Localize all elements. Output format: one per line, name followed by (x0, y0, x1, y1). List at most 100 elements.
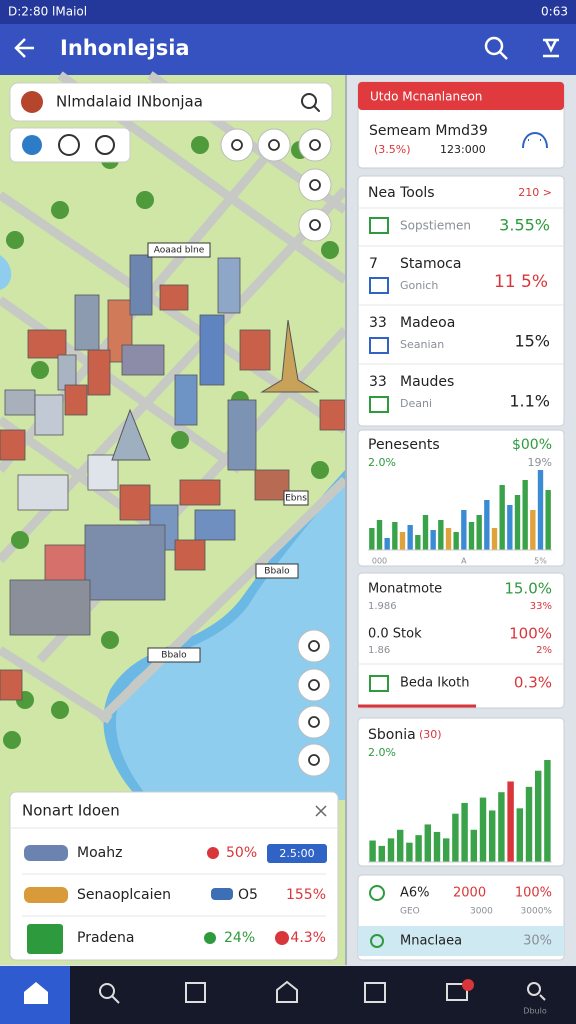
bar (516, 808, 524, 862)
chart-headline: $00% (512, 437, 552, 453)
tree (51, 201, 69, 219)
building (319, 399, 346, 431)
row-name[interactable]: Pradena (77, 930, 134, 946)
nav-tab[interactable] (364, 982, 386, 1003)
map-button[interactable] (257, 128, 291, 162)
app-bar (0, 24, 576, 75)
map-label-bg (147, 647, 201, 663)
row-icon (369, 675, 389, 692)
map[interactable]: Aoaad blne Ebns Bbalo Bbalo (0, 71, 349, 965)
map-button[interactable] (298, 208, 332, 242)
map-button[interactable] (297, 743, 331, 777)
nav-tab[interactable] (446, 983, 468, 1001)
search-icon (21, 91, 43, 113)
chart-note: 2.0% (368, 746, 396, 759)
tool-name[interactable]: Maudes (400, 374, 454, 390)
badge-text: 2.5:00 (279, 847, 314, 860)
summary-e: 3000 (470, 907, 493, 917)
building (17, 474, 69, 511)
bar (476, 515, 482, 550)
map-button[interactable] (220, 128, 254, 162)
map-label-bg (283, 490, 309, 506)
row-icon (369, 337, 389, 354)
bar (461, 802, 468, 862)
layer-icon[interactable] (95, 135, 115, 155)
row-name[interactable]: Senaoplcaien (77, 887, 171, 903)
map-label-bg (255, 563, 299, 579)
search-button[interactable] (484, 36, 508, 60)
search-box[interactable] (9, 82, 333, 122)
tree (136, 191, 154, 209)
building (174, 374, 198, 426)
building (0, 429, 26, 461)
nav-badge (462, 979, 474, 991)
bar (369, 840, 376, 862)
nav-search[interactable] (99, 983, 120, 1004)
building (227, 399, 257, 471)
bar (392, 522, 398, 550)
bar (498, 792, 505, 862)
app-title: Inhonlejsia (60, 36, 190, 60)
building (27, 329, 67, 359)
layer-icon[interactable] (58, 134, 80, 156)
stat-name: Beda Ikoth (400, 676, 469, 691)
map-label: Bbalo (161, 651, 187, 661)
close-button[interactable] (315, 805, 327, 817)
map-button-icon (309, 139, 321, 151)
tool-name[interactable]: Stamoca (400, 256, 461, 272)
back-button[interactable] (14, 38, 34, 58)
map-button[interactable] (298, 168, 332, 202)
menu-button[interactable] (543, 38, 559, 58)
building (84, 524, 166, 601)
stat-value: 100% (509, 625, 552, 643)
search-magnifier[interactable] (301, 93, 320, 112)
map-button[interactable] (297, 629, 331, 663)
summary-d: GEO (400, 907, 420, 917)
map-label: Aoaad blne (154, 246, 205, 256)
map-button[interactable] (298, 128, 332, 162)
map-label: Ebns (285, 494, 307, 504)
layer-icon[interactable] (22, 135, 42, 155)
bar (545, 490, 551, 550)
nav-home-outline[interactable] (276, 980, 298, 1003)
building (87, 454, 119, 491)
building (9, 579, 91, 636)
tools-title: Nea Tools (368, 185, 435, 201)
bar (461, 510, 467, 550)
map-button-icon (308, 754, 320, 766)
road (0, 646, 113, 724)
row-icon (24, 845, 68, 861)
stats-card (357, 572, 565, 709)
tree (321, 241, 339, 259)
bar (438, 520, 444, 550)
bar (445, 528, 452, 550)
bar (442, 838, 450, 862)
dot (207, 847, 219, 859)
footer-text: Mnaclaea (400, 934, 462, 949)
building (159, 284, 189, 311)
bar (499, 485, 505, 550)
summary-b: 2000 (453, 886, 486, 901)
tool-name[interactable]: Madeoa (400, 315, 455, 331)
car-icon (211, 888, 233, 900)
stat-name: Monatmote (368, 582, 442, 597)
row-name[interactable]: Moahz (77, 845, 122, 861)
building (74, 294, 100, 351)
bar (422, 515, 429, 550)
map-button[interactable] (297, 705, 331, 739)
building (0, 669, 23, 701)
tree (101, 631, 119, 649)
building (179, 479, 221, 506)
tree (311, 461, 329, 479)
row-value: 24% (224, 930, 255, 946)
tool-name[interactable]: Sopstiemen (400, 219, 471, 233)
footer-icon (370, 934, 384, 948)
nav-profile[interactable] (527, 982, 546, 1001)
map-button[interactable] (297, 668, 331, 702)
building (34, 394, 64, 436)
bar (488, 810, 496, 862)
summary-footer[interactable] (358, 926, 564, 956)
building (4, 389, 36, 416)
tools-link[interactable]: 210 > (518, 186, 552, 199)
nav-square[interactable] (185, 982, 206, 1003)
